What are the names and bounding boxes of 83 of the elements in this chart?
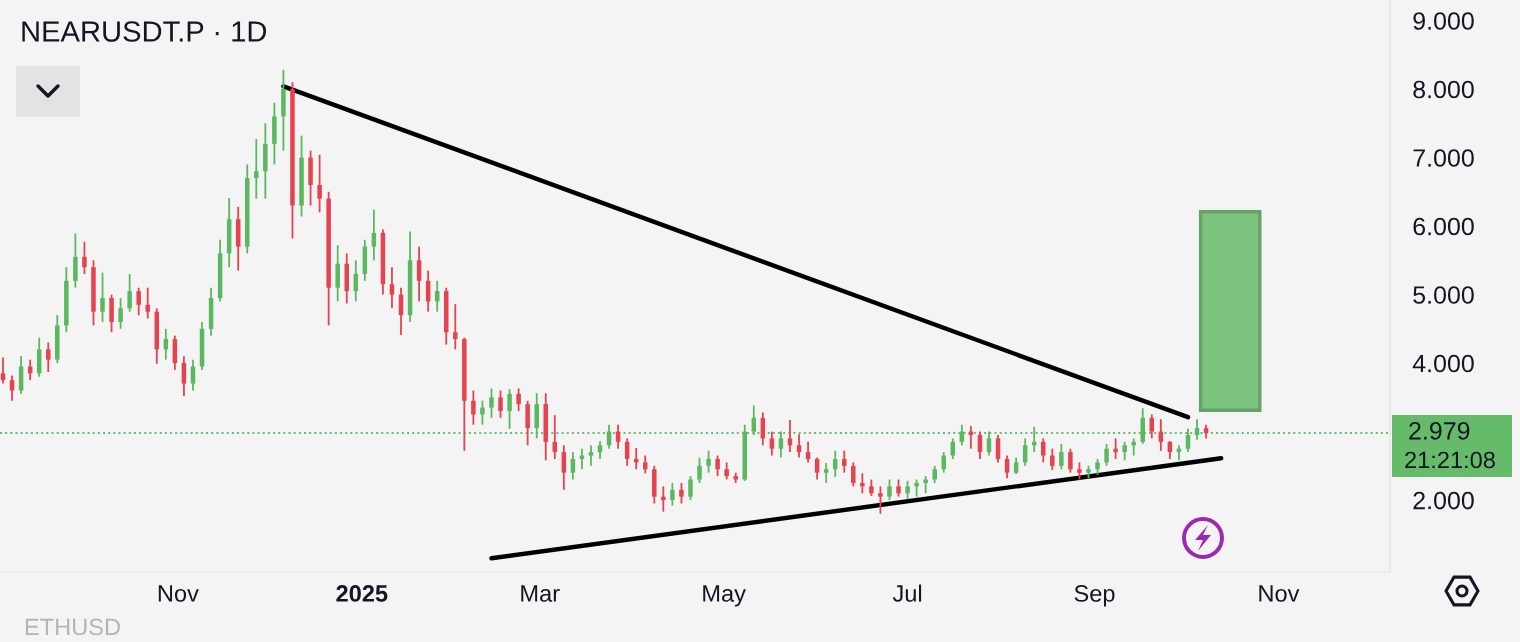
- candlestick: [661, 485, 666, 513]
- candlestick: [118, 297, 123, 330]
- candlestick: [1149, 413, 1155, 440]
- candlestick: [127, 273, 132, 313]
- candlestick: [923, 475, 928, 495]
- candlestick: [878, 485, 883, 515]
- candlestick: [516, 387, 521, 412]
- candlestick: [82, 240, 87, 275]
- candlestick: [109, 293, 114, 334]
- candlestick: [670, 482, 675, 507]
- candlestick: [769, 430, 775, 457]
- x-tick-label: Nov: [158, 585, 199, 602]
- candlestick: [851, 461, 856, 488]
- candlestick: [534, 392, 539, 440]
- candlestick: [389, 266, 395, 310]
- candlestick: [73, 232, 78, 289]
- candlestick: [471, 389, 476, 426]
- candlestick: [190, 358, 196, 392]
- candlestick: [480, 399, 485, 426]
- y-tick-label: 7.000: [1413, 149, 1474, 167]
- candlestick: [588, 444, 594, 467]
- candlestick: [145, 286, 151, 320]
- candlestick: [805, 440, 811, 464]
- candlestick: [706, 449, 711, 474]
- candlestick: [950, 437, 956, 460]
- candlestick: [715, 454, 720, 478]
- candlestick: [453, 303, 458, 351]
- candlestick: [787, 419, 793, 454]
- candlestick: [1113, 437, 1118, 460]
- x-tick-label: Sep: [1074, 585, 1115, 607]
- candlestick: [1194, 418, 1200, 441]
- candlestick: [489, 387, 494, 419]
- candlestick: [796, 433, 802, 459]
- candlestick: [100, 271, 105, 323]
- y-tick-label: 4.000: [1412, 354, 1474, 373]
- y-tick-label: 8.000: [1413, 80, 1474, 99]
- y-tick-label: 6.000: [1413, 217, 1474, 236]
- candlestick: [136, 286, 141, 317]
- candlestick: [181, 355, 187, 397]
- candlestick: [317, 153, 322, 214]
- y-tick-label: 2.000: [1413, 491, 1474, 510]
- candlestick: [1050, 447, 1055, 471]
- ref-line-label: 2.979: [1409, 422, 1470, 440]
- candlestick: [1131, 437, 1136, 457]
- candlestick: [1004, 454, 1010, 480]
- candlestick: [823, 462, 829, 484]
- candlestick: [995, 434, 1001, 464]
- candlestick: [335, 244, 340, 303]
- candlestick: [498, 389, 503, 419]
- candlestick: [1104, 442, 1109, 467]
- candlestick: [27, 358, 33, 382]
- candlestick: [887, 478, 892, 501]
- candlestick: [254, 138, 259, 200]
- candlestick: [1068, 447, 1073, 474]
- candlestick: [688, 475, 693, 501]
- y-tick-label: 5.000: [1413, 286, 1474, 304]
- text: NEARUSDT.P · 1D: [22, 21, 267, 42]
- candlestick: [416, 245, 422, 303]
- text: 21:21:08: [1405, 451, 1495, 469]
- candlestick: [914, 478, 919, 498]
- candlestick: [860, 472, 865, 495]
- text: ETHUSD: [25, 618, 120, 636]
- x-tick-label: 2025: [336, 585, 388, 602]
- candlestick: [561, 444, 567, 491]
- candlestick: [1122, 440, 1127, 462]
- candlestick: [814, 456, 820, 481]
- x-tick-label: May: [703, 585, 746, 607]
- candlestick: [1040, 437, 1046, 464]
- candlestick: [371, 208, 377, 262]
- candlestick: [45, 341, 51, 373]
- candlestick: [525, 399, 530, 447]
- x-tick-label: Mar: [521, 585, 560, 602]
- candlestick: [570, 451, 576, 481]
- candlestick: [0, 356, 6, 385]
- candlestick: [679, 482, 684, 505]
- x-tick-label: Nov: [1259, 585, 1300, 602]
- y-tick-label: 9.000: [1413, 12, 1474, 30]
- candlestick: [1059, 442, 1064, 471]
- candlestick: [841, 449, 847, 474]
- candlestick: [697, 456, 702, 484]
- x-tick-label: Jul: [892, 584, 922, 602]
- candlestick: [507, 388, 512, 430]
- candlestick: [941, 451, 947, 474]
